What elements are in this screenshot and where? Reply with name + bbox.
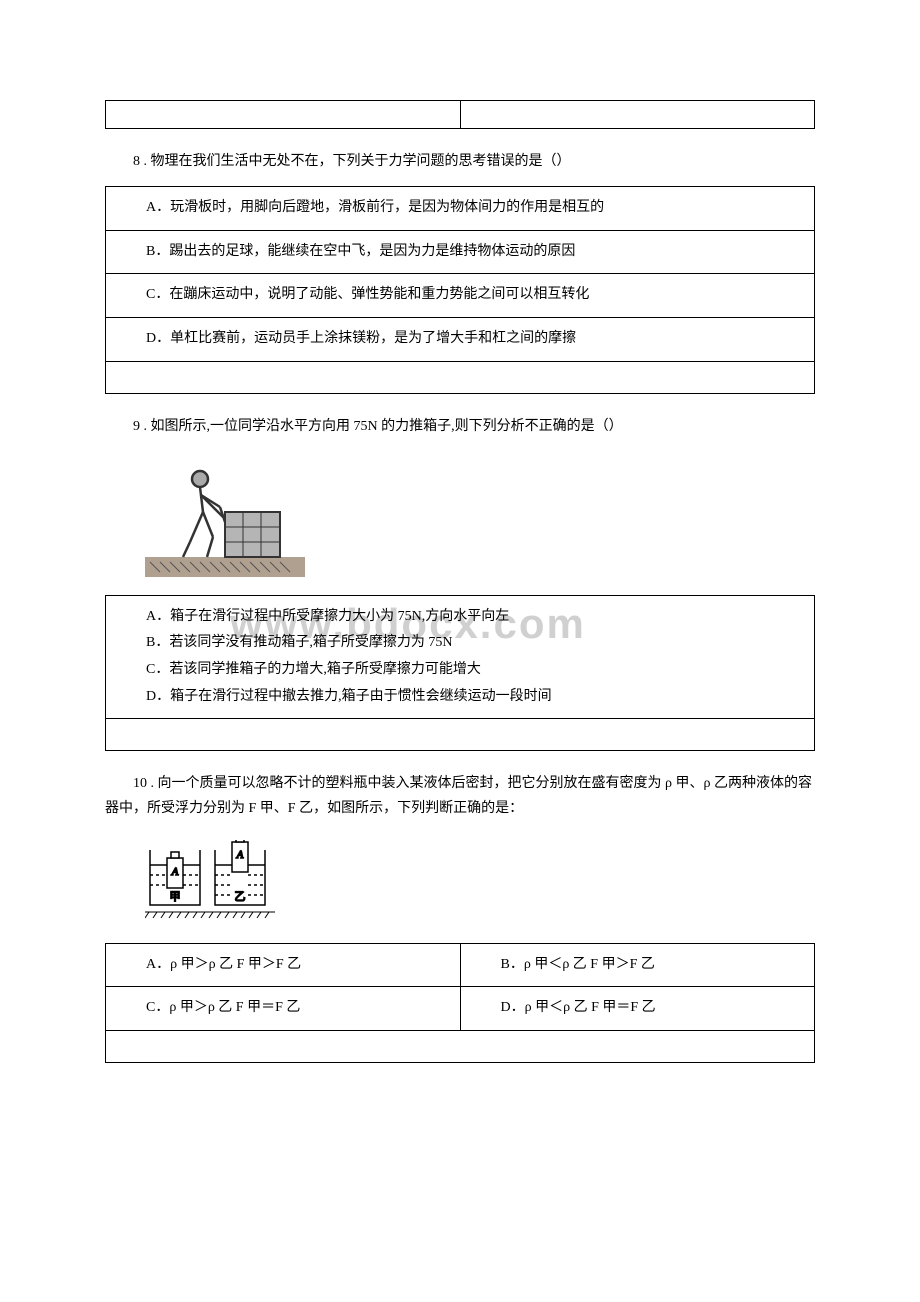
q10-empty-row [106,1030,815,1062]
q7-trailing-table [105,100,815,129]
q10-figure: A 甲 A 乙 [145,840,815,925]
q9-figure [145,457,815,577]
q8-empty-row [106,361,815,393]
q9-options-table: A．箱子在滑行过程中所受摩擦力大小为 75N,方向水平向左 B．若该同学没有推动… [105,595,815,751]
q10-option-a: A．ρ 甲＞ρ 乙 F 甲＞F 乙 [106,943,461,987]
svg-text:A: A [236,849,244,861]
q9-empty-row [106,719,815,751]
q8-options-table: A．玩滑板时，用脚向后蹬地，滑板前行，是因为物体间力的作用是相互的 B．踢出去的… [105,186,815,393]
q10-option-d: D．ρ 甲＜ρ 乙 F 甲＝F 乙 [460,987,815,1031]
q9-option-c: C．若该同学推箱子的力增大,箱子所受摩擦力可能增大 [118,657,802,684]
q8-option-b: B．踢出去的足球，能继续在空中飞，是因为力是维持物体运动的原因 [106,230,815,274]
q8-option-c: C．在蹦床运动中，说明了动能、弹性势能和重力势能之间可以相互转化 [106,274,815,318]
q9-stem: 9 . 如图所示,一位同学沿水平方向用 75N 的力推箱子,则下列分析不正确的是… [105,414,815,439]
q10-stem: 10 . 向一个质量可以忽略不计的塑料瓶中装入某液体后密封，把它分别放在盛有密度… [105,771,815,821]
q10-option-c: C．ρ 甲＞ρ 乙 F 甲＝F 乙 [106,987,461,1031]
q8-stem: 8 . 物理在我们生活中无处不在，下列关于力学问题的思考错误的是（） [105,149,815,174]
svg-text:A: A [171,866,179,878]
q8-option-a: A．玩滑板时，用脚向后蹬地，滑板前行，是因为物体间力的作用是相互的 [106,187,815,231]
q10-option-b: B．ρ 甲＜ρ 乙 F 甲＞F 乙 [460,943,815,987]
q9-option-d: D．箱子在滑行过程中撤去推力,箱子由于惯性会继续运动一段时间 [118,684,802,711]
q9-option-a: A．箱子在滑行过程中所受摩擦力大小为 75N,方向水平向左 [118,604,802,631]
q8-option-d: D．单杠比赛前，运动员手上涂抹镁粉，是为了增大手和杠之间的摩擦 [106,317,815,361]
q9-option-b: B．若该同学没有推动箱子,箱子所受摩擦力为 75N [118,630,802,657]
document-content: 8 . 物理在我们生活中无处不在，下列关于力学问题的思考错误的是（） A．玩滑板… [105,100,815,1063]
q10-options-table: A．ρ 甲＞ρ 乙 F 甲＞F 乙 B．ρ 甲＜ρ 乙 F 甲＞F 乙 C．ρ … [105,943,815,1063]
svg-text:甲: 甲 [170,891,181,903]
svg-text:乙: 乙 [235,890,246,903]
